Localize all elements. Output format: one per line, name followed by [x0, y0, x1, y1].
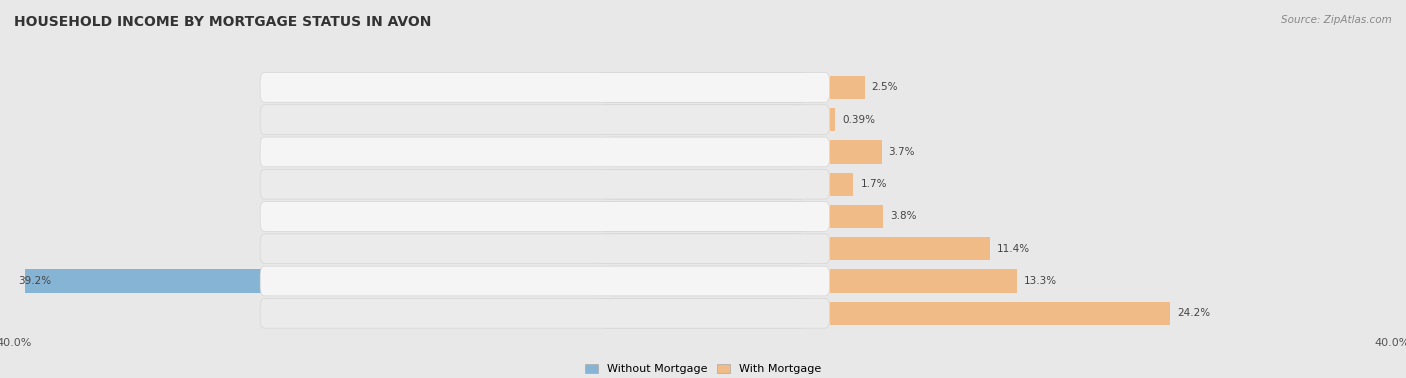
Text: 19.5%: 19.5% [295, 211, 329, 222]
Bar [453, 237, 576, 260]
Bar [388, 302, 576, 325]
Text: $35,000 to $49,999: $35,000 to $49,999 [662, 178, 744, 191]
Bar [830, 76, 865, 99]
Text: HOUSEHOLD INCOME BY MORTGAGE STATUS IN AVON: HOUSEHOLD INCOME BY MORTGAGE STATUS IN A… [14, 15, 432, 29]
Text: 0.39%: 0.39% [842, 115, 875, 125]
Text: Less than $10,000: Less than $10,000 [658, 82, 748, 92]
Bar [830, 302, 1170, 325]
Text: $150,000 or more: $150,000 or more [659, 308, 747, 318]
Bar [830, 173, 853, 196]
FancyBboxPatch shape [576, 73, 1146, 102]
Bar [25, 270, 576, 293]
FancyBboxPatch shape [260, 266, 830, 296]
FancyBboxPatch shape [260, 201, 830, 231]
FancyBboxPatch shape [576, 137, 830, 167]
Text: $25,000 to $34,999: $25,000 to $34,999 [662, 146, 744, 158]
FancyBboxPatch shape [260, 169, 830, 199]
Bar [830, 140, 882, 164]
Bar [830, 270, 1017, 293]
FancyBboxPatch shape [576, 299, 1146, 328]
Text: 8.8%: 8.8% [446, 244, 472, 254]
Text: 0.0%: 0.0% [569, 82, 596, 92]
FancyBboxPatch shape [576, 105, 830, 135]
FancyBboxPatch shape [260, 73, 830, 102]
FancyBboxPatch shape [576, 234, 1146, 263]
Bar [302, 205, 576, 228]
FancyBboxPatch shape [260, 234, 830, 263]
Text: $50,000 to $74,999: $50,000 to $74,999 [662, 210, 744, 223]
FancyBboxPatch shape [260, 137, 830, 167]
Bar [494, 140, 576, 164]
Text: 5.9%: 5.9% [486, 147, 513, 157]
Text: $10,000 to $24,999: $10,000 to $24,999 [662, 113, 744, 126]
FancyBboxPatch shape [576, 234, 830, 263]
Bar [830, 108, 835, 131]
Text: 8.3%: 8.3% [453, 179, 479, 189]
FancyBboxPatch shape [576, 266, 830, 296]
Text: 1.7%: 1.7% [860, 179, 887, 189]
Text: Source: ZipAtlas.com: Source: ZipAtlas.com [1281, 15, 1392, 25]
Bar [508, 108, 576, 131]
Text: 2.5%: 2.5% [872, 82, 898, 92]
Text: $75,000 to $99,999: $75,000 to $99,999 [662, 242, 744, 255]
Bar [830, 237, 990, 260]
FancyBboxPatch shape [576, 169, 830, 199]
FancyBboxPatch shape [260, 105, 830, 135]
Text: 4.9%: 4.9% [501, 115, 527, 125]
FancyBboxPatch shape [576, 266, 1146, 296]
FancyBboxPatch shape [576, 299, 830, 328]
Text: 39.2%: 39.2% [18, 276, 52, 286]
Bar [830, 205, 883, 228]
FancyBboxPatch shape [576, 169, 1146, 199]
Text: 3.8%: 3.8% [890, 211, 917, 222]
Text: $100,000 to $149,999: $100,000 to $149,999 [657, 274, 749, 288]
FancyBboxPatch shape [576, 137, 1146, 167]
Text: 24.2%: 24.2% [1177, 308, 1211, 318]
Bar [460, 173, 576, 196]
Text: 13.3%: 13.3% [1024, 276, 1057, 286]
FancyBboxPatch shape [260, 299, 830, 328]
FancyBboxPatch shape [576, 201, 830, 231]
Text: 11.4%: 11.4% [997, 244, 1031, 254]
FancyBboxPatch shape [576, 73, 830, 102]
Text: 3.7%: 3.7% [889, 147, 915, 157]
Text: 13.4%: 13.4% [381, 308, 415, 318]
Legend: Without Mortgage, With Mortgage: Without Mortgage, With Mortgage [581, 359, 825, 378]
FancyBboxPatch shape [576, 105, 1146, 135]
FancyBboxPatch shape [576, 201, 1146, 231]
